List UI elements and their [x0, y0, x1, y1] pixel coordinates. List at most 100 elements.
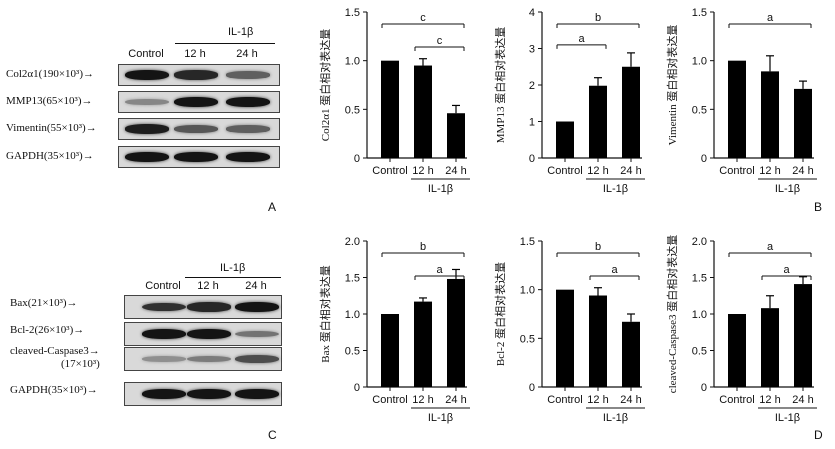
bar-chart-cleaved-caspase3: 0 0.5 1.0 1.5 2.0 cleaved-Caspase3 蛋白相对表达量 Con… — [665, 235, 817, 424]
bar-chart-bax: 0 0.5 1.0 1.5 2.0 Bax 蛋白相对表达量 Control 12 h 24 h I… — [318, 236, 470, 424]
x-tick-label: 24 h — [620, 394, 641, 406]
y-tick-label: 1 — [529, 117, 535, 129]
y-tick-label: 0 — [701, 153, 707, 165]
bar — [414, 65, 432, 158]
significance-label: a — [783, 264, 790, 276]
x-group-label: IL-1β — [428, 183, 453, 195]
bar — [794, 284, 812, 387]
y-tick-label: 1.0 — [692, 309, 707, 321]
bar — [794, 88, 812, 158]
blot-group-label: IL-1β — [220, 262, 246, 274]
y-tick-label: 0.5 — [692, 346, 707, 358]
blot-band — [174, 97, 218, 107]
y-tick-label: 0.5 — [692, 104, 707, 116]
x-tick-label: 12 h — [412, 165, 433, 177]
blot-strip — [124, 347, 282, 371]
bar — [761, 308, 779, 387]
y-tick-label: 1.5 — [345, 7, 360, 19]
x-tick-label: Control — [372, 165, 407, 177]
significance-label: b — [595, 12, 601, 24]
significance-label: a — [578, 33, 585, 45]
x-tick-label: 24 h — [792, 165, 813, 177]
bar — [728, 314, 746, 387]
blot-band — [142, 356, 186, 362]
blot-row-label: MMP13(65×10³)→ — [6, 95, 93, 107]
y-tick-label: 0 — [529, 153, 535, 165]
x-group-label: IL-1β — [775, 412, 800, 424]
blot-strip — [124, 295, 282, 319]
blot-strip — [124, 322, 282, 346]
bar — [447, 278, 465, 387]
bar — [414, 301, 432, 387]
y-tick-label: 0.5 — [345, 104, 360, 116]
x-tick-label: 12 h — [587, 165, 608, 177]
blot-band — [125, 124, 169, 134]
y-tick-label: 0 — [354, 153, 360, 165]
y-axis-label: cleaved-Caspase3 蛋白相对表达量 — [665, 235, 679, 394]
blot-row-label: Bcl-2(26×10³)→ — [10, 324, 85, 336]
blot-row-label: Vimentin(55×10³)→ — [6, 122, 97, 134]
x-tick-label: Control — [372, 394, 407, 406]
bar — [622, 66, 640, 158]
blot-band — [226, 152, 270, 162]
blot-band — [226, 125, 270, 133]
y-axis-label: MMP13 蛋白相对表达量 — [493, 27, 507, 143]
y-tick-label: 1.5 — [345, 273, 360, 285]
x-tick-label: Control — [719, 394, 754, 406]
x-tick-label: Control — [547, 394, 582, 406]
y-tick-label: 1.5 — [692, 7, 707, 19]
blot-row-label: GAPDH(35×10³)→ — [10, 384, 98, 396]
x-tick-label: 12 h — [587, 394, 608, 406]
y-tick-label: 1.0 — [692, 56, 707, 68]
y-tick-label: 2 — [529, 80, 535, 92]
blot-band — [235, 355, 279, 363]
y-tick-label: 3 — [529, 44, 535, 56]
significance-label: c — [437, 35, 443, 47]
x-tick-label: 12 h — [412, 394, 433, 406]
significance-label: a — [767, 12, 774, 24]
blot-band — [235, 302, 279, 312]
blot-lane-label: 24 h — [236, 48, 258, 60]
y-axis-label: Bcl-2 蛋白相对表达量 — [493, 262, 507, 366]
significance-label: a — [611, 264, 618, 276]
bar — [589, 85, 607, 158]
x-tick-label: 12 h — [759, 394, 780, 406]
panel-letter-d: D — [814, 428, 823, 442]
x-group-label: IL-1β — [603, 412, 628, 424]
blot-lane-label: 12 h — [184, 48, 206, 60]
significance-label: c — [420, 12, 426, 24]
blot-strip — [124, 382, 282, 406]
blot-band — [226, 97, 270, 107]
blot-lane-label: Control — [128, 48, 164, 60]
blot-strip — [118, 146, 280, 168]
blot-row-label: Bax(21×10³)→ — [10, 297, 78, 309]
x-group-label: IL-1β — [428, 412, 453, 424]
significance-label: a — [767, 241, 774, 253]
blot-group-line — [175, 43, 275, 44]
blot-lane-label: Control — [145, 280, 181, 292]
blot-row-label: Col2α1(190×10³)→ — [6, 68, 94, 80]
blot-band — [226, 71, 270, 79]
x-tick-label: Control — [547, 165, 582, 177]
x-group-label: IL-1β — [775, 183, 800, 195]
y-tick-label: 0 — [701, 382, 707, 394]
y-tick-label: 1.5 — [692, 273, 707, 285]
x-tick-label: 12 h — [759, 165, 780, 177]
bar — [761, 71, 779, 158]
bar — [381, 60, 399, 158]
y-tick-label: 1.0 — [345, 56, 360, 68]
significance-label: a — [436, 264, 443, 276]
blot-band — [187, 389, 231, 399]
panel-letter-c: C — [268, 428, 277, 442]
y-tick-label: 0.5 — [520, 333, 535, 345]
blot-band — [142, 302, 186, 312]
y-axis-label: Vimentin 蛋白相对表达量 — [665, 25, 679, 146]
blot-band — [235, 330, 279, 338]
bar — [589, 295, 607, 387]
bar-chart-bcl2: 0 0.5 1.0 1.5 Bcl-2 蛋白相对表达量 Control 12 h 24 h IL… — [493, 236, 645, 424]
western-blot-top: IL-1β Control 12 h 24 h Col2α1(190×10³)→ MMP1… — [0, 0, 300, 200]
blot-band — [142, 329, 186, 339]
x-tick-label: Control — [719, 165, 754, 177]
x-group-label: IL-1β — [603, 183, 628, 195]
bar — [447, 113, 465, 158]
